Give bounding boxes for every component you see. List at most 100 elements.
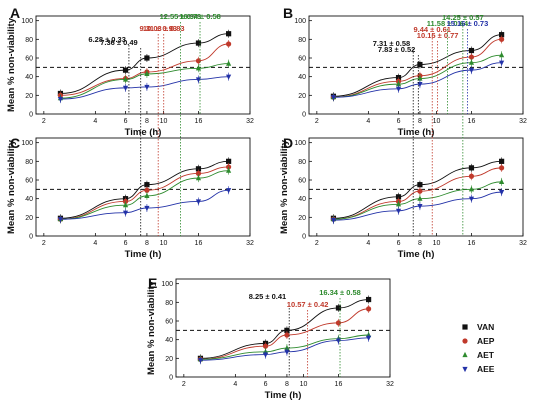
data-point-van bbox=[195, 166, 202, 172]
y-tick-label: 0 bbox=[302, 234, 306, 241]
data-point-aee bbox=[122, 210, 129, 216]
data-point-aet bbox=[499, 178, 505, 184]
plot-frame bbox=[35, 15, 251, 115]
x-tick-label: 8 bbox=[145, 240, 149, 247]
y-tick-label: 80 bbox=[298, 159, 306, 166]
x-tick-label: 4 bbox=[93, 240, 97, 247]
data-point-van bbox=[499, 158, 505, 164]
fit-curve-aet bbox=[60, 63, 229, 99]
x-tick-label: 32 bbox=[519, 118, 527, 125]
data-point-aet bbox=[122, 202, 129, 208]
fit-curve-aee bbox=[60, 76, 229, 100]
data-point-van bbox=[335, 305, 342, 311]
data-point-aet bbox=[417, 195, 423, 201]
lt50-annotation: 9.31 ± 0.93 bbox=[139, 24, 176, 33]
x-tick-label: 4 bbox=[366, 118, 370, 125]
data-point-aep bbox=[499, 165, 505, 171]
x-axis-title: Time (h) bbox=[398, 127, 435, 138]
data-point-van bbox=[468, 165, 475, 171]
y-tick-label: 80 bbox=[165, 300, 173, 307]
x-tick-label: 6 bbox=[124, 240, 128, 247]
legend-marker-aee bbox=[462, 366, 468, 373]
data-point-van bbox=[226, 158, 232, 164]
data-point-aep bbox=[226, 41, 232, 47]
x-tick-label: 32 bbox=[246, 118, 254, 125]
data-point-aee bbox=[195, 199, 202, 205]
data-point-aet bbox=[144, 70, 150, 76]
data-point-van bbox=[468, 47, 475, 54]
x-axis-title: Time (h) bbox=[398, 249, 435, 260]
lt50-annotation: 14.25 ± 0.57 bbox=[442, 13, 484, 22]
data-point-aet bbox=[284, 344, 290, 351]
y-tick-label: 0 bbox=[29, 234, 33, 241]
lt50-annotation: 9.44 ± 0.61 bbox=[413, 25, 450, 34]
y-tick-label: 20 bbox=[298, 215, 306, 222]
x-tick-label: 2 bbox=[182, 381, 186, 388]
x-tick-label: 2 bbox=[42, 118, 46, 125]
data-point-aet bbox=[468, 186, 475, 192]
x-tick-label: 10 bbox=[300, 381, 308, 388]
data-point-aep bbox=[284, 332, 290, 338]
data-point-van bbox=[144, 182, 150, 188]
y-axis-title: Mean % non-viability bbox=[6, 139, 17, 234]
y-tick-label: 100 bbox=[294, 140, 306, 147]
data-point-aep bbox=[366, 306, 372, 312]
y-tick-label: 40 bbox=[298, 196, 306, 203]
data-point-van bbox=[499, 32, 505, 38]
data-point-aee bbox=[262, 352, 269, 358]
y-axis-title: Mean % non-viability bbox=[146, 280, 157, 375]
data-point-van bbox=[417, 182, 423, 188]
panel-letter: C bbox=[10, 135, 20, 151]
y-tick-label: 80 bbox=[298, 37, 306, 44]
y-tick-label: 60 bbox=[165, 319, 173, 326]
data-point-aee bbox=[366, 335, 372, 341]
x-tick-label: 32 bbox=[386, 381, 394, 388]
data-point-aee bbox=[330, 95, 337, 101]
data-point-van bbox=[366, 296, 372, 303]
y-tick-label: 0 bbox=[302, 112, 306, 119]
y-axis-title: Mean % non-viability bbox=[6, 17, 17, 112]
x-tick-label: 6 bbox=[397, 118, 401, 125]
chart-panel-a: A 0 20 40 60 80 100 2 4 6 8 10 16 32 Time (h) Mean % no… bbox=[6, 5, 254, 138]
data-point-aet bbox=[226, 167, 232, 173]
x-tick-label: 6 bbox=[264, 381, 268, 388]
data-point-van bbox=[284, 327, 290, 333]
data-point-aee bbox=[144, 205, 150, 212]
y-tick-label: 100 bbox=[21, 140, 33, 147]
data-point-aep bbox=[262, 343, 269, 349]
y-tick-label: 0 bbox=[169, 375, 173, 382]
x-tick-label: 2 bbox=[315, 240, 319, 247]
data-point-aet bbox=[195, 175, 202, 181]
y-tick-label: 100 bbox=[294, 18, 306, 25]
y-tick-label: 100 bbox=[161, 281, 173, 288]
data-point-aee bbox=[57, 96, 64, 103]
lt50-annotation: 16.34 ± 0.58 bbox=[179, 12, 221, 21]
lt50-annotation: 10.57 ± 0.42 bbox=[287, 300, 329, 309]
y-tick-label: 20 bbox=[298, 93, 306, 100]
data-point-aee bbox=[335, 338, 342, 344]
data-point-aee bbox=[226, 188, 232, 194]
x-tick-label: 16 bbox=[335, 381, 343, 388]
data-point-aee bbox=[395, 208, 402, 214]
lt50-annotation: 12.55 ± 0.73 bbox=[160, 12, 202, 21]
legend-label-van: VAN bbox=[477, 322, 494, 332]
y-tick-label: 80 bbox=[25, 37, 33, 44]
lt50-annotation: 10.15 ± 0.77 bbox=[417, 31, 459, 40]
data-point-aep bbox=[195, 170, 202, 177]
data-point-van bbox=[195, 40, 202, 46]
x-tick-label: 6 bbox=[397, 240, 401, 247]
legend-label-aep: AEP bbox=[477, 336, 495, 346]
data-point-aee bbox=[122, 85, 129, 91]
legend-label-aee: AEE bbox=[477, 364, 495, 374]
lt50-annotation: 16.34 ± 0.58 bbox=[319, 288, 361, 297]
data-point-aee bbox=[330, 218, 337, 224]
lt50-annotation: 15.16 ± 0.73 bbox=[447, 19, 489, 28]
data-point-aet bbox=[122, 76, 129, 82]
data-point-van bbox=[226, 31, 232, 37]
x-tick-label: 10 bbox=[433, 240, 441, 247]
data-point-aee bbox=[57, 217, 64, 223]
data-point-aep bbox=[335, 320, 342, 326]
data-point-aet bbox=[395, 201, 402, 207]
x-tick-label: 8 bbox=[418, 240, 422, 247]
